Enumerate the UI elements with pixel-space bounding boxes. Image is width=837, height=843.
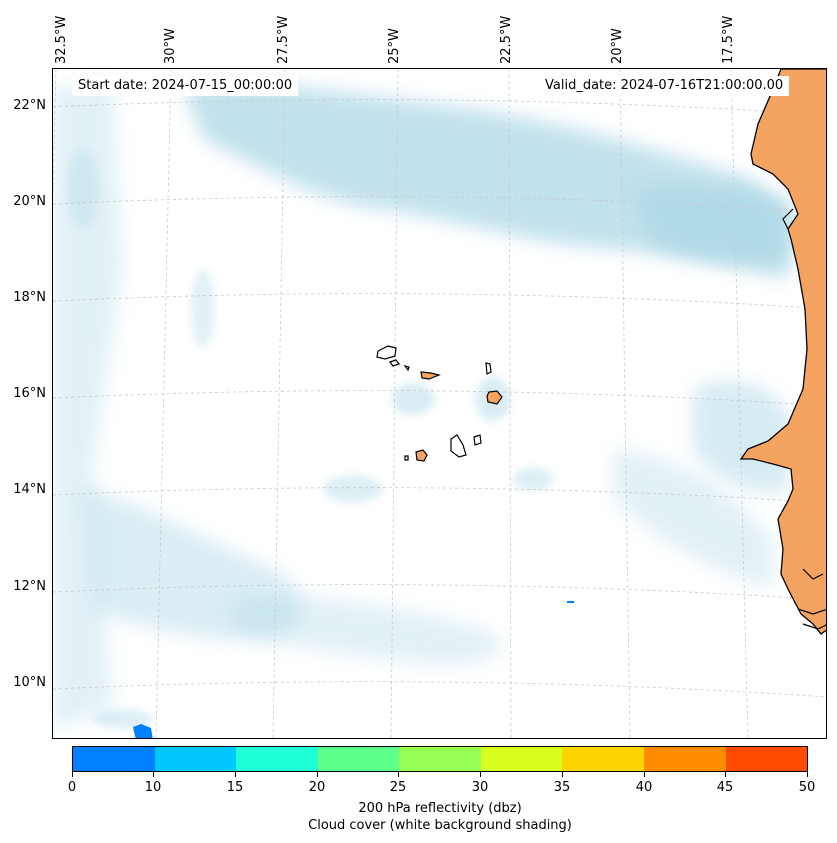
map-canvas [53,69,826,738]
colorbar-tick [480,772,481,777]
latitude-label: 18°N [13,290,46,305]
cloud-band-mauritania [633,187,788,261]
start-date-label: Start date: 2024-07-15_00:00:00 [72,76,299,96]
colorbar-tick-label: 50 [798,780,816,795]
colorbar-tick-label: 10 [144,780,162,795]
reflectivity-patch [567,601,574,603]
cloud-patch [391,383,435,415]
latitude-label: 10°N [13,675,46,690]
cloud-patch [191,269,215,349]
cloud-cover-shading [53,79,793,729]
colorbar-tick [72,772,73,777]
cloud-band-south [233,596,502,665]
africa-land [739,69,826,635]
latitude-label: 22°N [13,98,46,113]
colorbar-tick [153,772,154,777]
colorbar [72,746,808,772]
colorbar-segment [725,747,808,771]
cloud-band-west [53,79,123,729]
latitude-label: 20°N [13,194,46,209]
cloud-band-north [183,84,793,279]
latitude-label: 12°N [13,579,46,594]
cloud-band-east-south [613,449,773,589]
colorbar-tick-label: 35 [553,780,571,795]
valid-date-label: Valid_date: 2024-07-16T21:00:00.00 [539,76,790,96]
cloud-patch [93,709,153,729]
longitude-label: 17.5°W [721,15,736,64]
colorbar-segment [73,747,155,771]
island-fogo [415,449,428,462]
coast-detail [782,208,826,630]
cloud-patch [323,475,383,503]
colorbar-segment [399,747,481,771]
colorbar-tick [644,772,645,777]
colorbar-tick-label: 0 [67,780,77,795]
latitude-label: 14°N [13,482,46,497]
colorbar-segment [154,747,237,771]
island-santiago [450,434,467,458]
island-maio [473,434,482,446]
colorbar-tick [317,772,318,777]
colorbar-tick-label: 25 [389,780,407,795]
island-boa-vista [486,390,503,405]
colorbar-subtitle: Cloud cover (white background shading) [308,818,572,833]
colorbar-segment [236,747,318,771]
island-santa-luzia [403,365,410,372]
island-brava [404,455,409,461]
colorbar-tick [562,772,563,777]
longitude-label: 20°W [610,28,625,64]
reflectivity-patch [133,724,153,738]
longitude-label: 30°W [163,28,178,64]
island-sao-vicente [389,359,400,367]
colorbar-tick [235,772,236,777]
colorbar-tick [807,772,808,777]
cloud-patch [67,149,99,229]
colorbar-segment [480,747,563,771]
colorbar-segment [317,747,400,771]
cape-verde-islands [376,345,503,462]
colorbar-tick-label: 20 [308,780,326,795]
colorbar-tick [398,772,399,777]
longitude-label: 27.5°W [276,15,291,64]
longitude-label: 22.5°W [499,15,514,64]
colorbar-tick-label: 40 [635,780,653,795]
colorbar-tick-label: 30 [471,780,489,795]
colorbar-segment [562,747,644,771]
longitude-label: 25°W [387,28,402,64]
reflectivity-patches [133,601,574,738]
latitude-label: 16°N [13,386,46,401]
map-panel [52,68,827,739]
cloud-band-east-coast [693,381,793,492]
graticule [53,69,826,738]
island-sao-nicolau [420,371,441,380]
colorbar-tick-label: 15 [226,780,244,795]
colorbar-title: 200 hPa reflectivity (dbz) [358,801,522,816]
colorbar-segment [643,747,726,771]
colorbar-tick-label: 45 [716,780,734,795]
island-sal [485,362,492,375]
island-santo-antao [376,345,397,360]
longitude-label: 32.5°W [54,15,69,64]
cloud-patch [513,467,553,491]
colorbar-tick [725,772,726,777]
